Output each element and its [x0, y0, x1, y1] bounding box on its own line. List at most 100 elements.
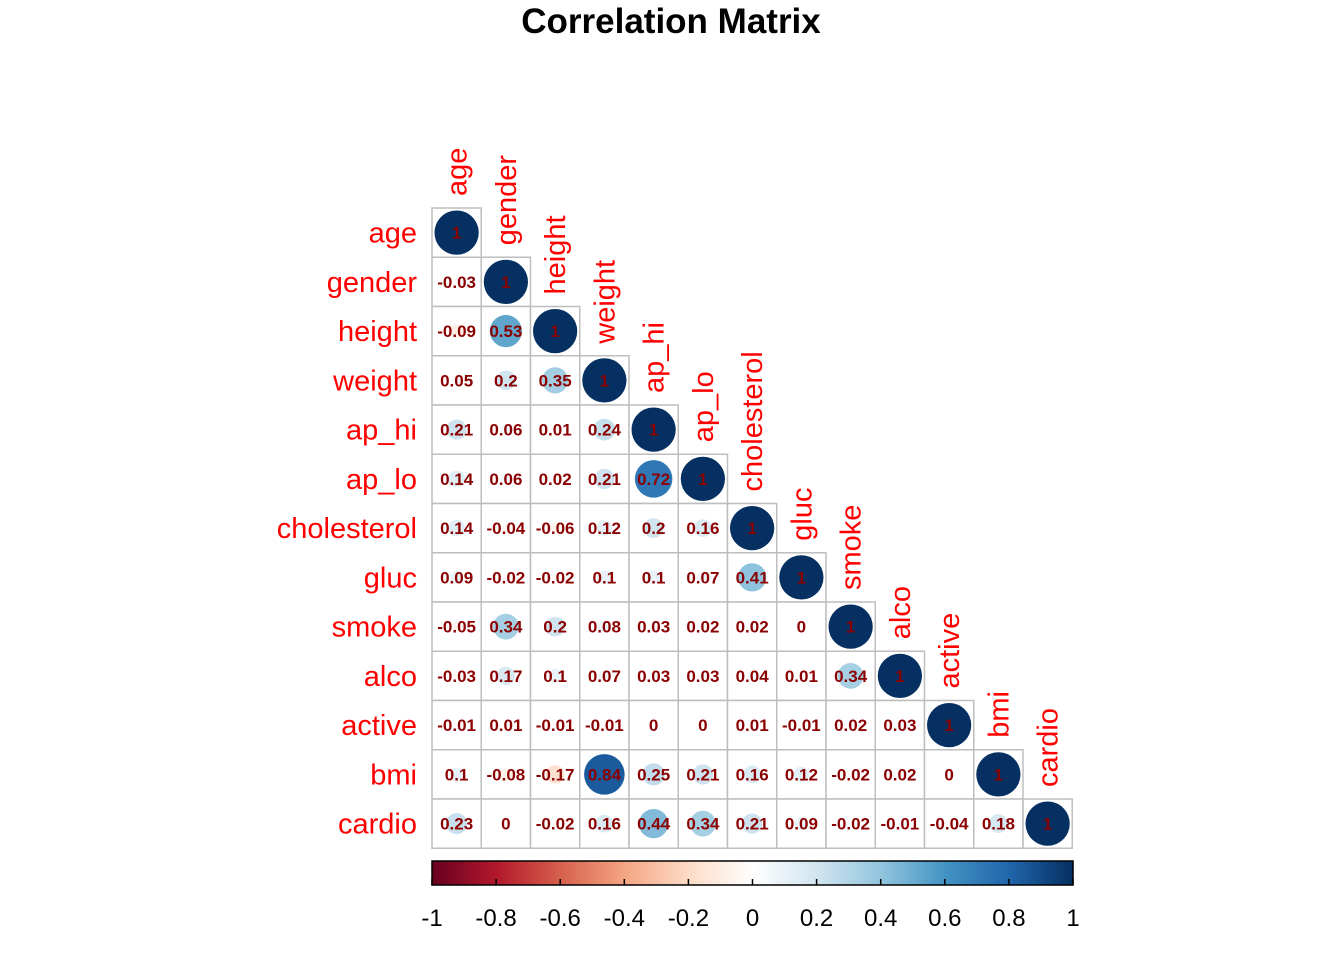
- correlation-value-label: 0.1: [642, 568, 666, 587]
- correlation-value-label: -0.08: [487, 765, 526, 784]
- correlation-circle: [496, 666, 515, 685]
- row-label: active: [341, 710, 417, 742]
- matrix-cell: [726, 650, 778, 702]
- correlation-circle: [448, 519, 465, 537]
- correlation-circle: [730, 506, 775, 551]
- correlation-value-label: 0.09: [785, 815, 818, 834]
- correlation-value-label: 0.03: [883, 716, 916, 735]
- correlation-value-label: 0.2: [494, 371, 518, 390]
- chart-title: Correlation Matrix: [521, 2, 821, 41]
- correlation-value-label: -0.03: [437, 667, 476, 686]
- matrix-cell: [776, 798, 827, 849]
- colorbar-tick-label: 0.8: [992, 905, 1025, 932]
- correlation-circle: [944, 819, 954, 829]
- correlation-circle: [799, 673, 804, 679]
- column-labels: age gender height weight ap_hi ap_lo cholester…: [442, 148, 1065, 787]
- correlation-value-label: 0: [944, 765, 953, 784]
- correlation-circle: [799, 722, 804, 728]
- correlation-value-label: 0: [649, 716, 658, 735]
- correlation-circle: [448, 470, 465, 488]
- correlation-circle: [897, 821, 903, 826]
- correlation-circle: [449, 767, 464, 782]
- correlation-value-label: 0.44: [637, 815, 671, 834]
- matrix-cells: 1-0.03 1-0.09 0.53 10.05 0.2 0.35 10.21 0.06 0.0…: [431, 207, 1073, 849]
- correlation-circle: [1025, 801, 1070, 846]
- correlation-value-label: 0.25: [637, 765, 670, 784]
- correlation-value-label: 0.12: [785, 765, 818, 784]
- colorbar-tick-label: 1: [1066, 905, 1079, 932]
- correlation-value-label: 0.16: [588, 815, 621, 834]
- correlation-value-label: 0.08: [588, 618, 621, 637]
- column-label: ap_hi: [639, 322, 671, 393]
- correlation-value-label: -0.02: [487, 568, 526, 587]
- row-label: weight: [332, 365, 417, 397]
- correlation-circle: [737, 563, 767, 592]
- correlation-value-label: 1: [501, 273, 510, 292]
- correlation-value-label: 0: [797, 618, 806, 637]
- correlation-circle: [793, 766, 810, 783]
- correlation-value-label: 1: [452, 224, 461, 243]
- correlation-value-label: -0.05: [437, 618, 476, 637]
- correlation-value-label: -0.01: [585, 716, 624, 735]
- correlation-value-label: 0.21: [736, 815, 769, 834]
- colorbar-tick-label: -0.8: [475, 905, 516, 932]
- correlation-value-label: 0.01: [785, 667, 818, 686]
- correlation-value-label: 1: [550, 322, 559, 341]
- correlation-circle: [483, 259, 528, 304]
- correlation-circle: [598, 620, 611, 633]
- correlation-value-label: 0.24: [588, 421, 622, 440]
- correlation-value-label: -0.01: [536, 716, 575, 735]
- correlation-value-label: -0.02: [536, 815, 575, 834]
- correlation-circle: [552, 722, 558, 728]
- correlation-value-label: 0.02: [539, 470, 572, 489]
- correlation-circle: [500, 424, 512, 436]
- correlation-value-label: 1: [600, 371, 609, 390]
- row-labels: age gender height weight ap_hi ap_lo cholester…: [277, 218, 418, 841]
- correlation-value-label: 0.21: [440, 421, 473, 440]
- correlation-value-label: 0.14: [440, 470, 474, 489]
- color-legend: -1 -0.8 -0.6 -0.4 -0.2 0 0.2 0.4 0.6 0.8 1: [421, 860, 1080, 932]
- correlation-circle: [896, 771, 904, 778]
- column-label: gluc: [786, 488, 818, 541]
- correlation-value-label: 0.07: [588, 667, 621, 686]
- correlation-value-label: 0.23: [440, 815, 473, 834]
- correlation-circle: [500, 473, 512, 485]
- correlation-circle: [649, 672, 658, 680]
- correlation-circle: [593, 418, 616, 441]
- correlation-value-label: 1: [944, 716, 953, 735]
- correlation-circle: [434, 210, 479, 255]
- correlation-value-label: 0.2: [543, 618, 567, 637]
- correlation-circle: [927, 703, 972, 748]
- correlation-value-label: 0.84: [588, 765, 622, 784]
- correlation-value-label: 0.14: [440, 519, 474, 538]
- correlation-value-label: 0.02: [686, 618, 719, 637]
- correlation-circle: [877, 653, 922, 698]
- column-label: age: [442, 148, 474, 196]
- correlation-value-label: 1: [994, 765, 1003, 784]
- column-label: weight: [589, 260, 621, 345]
- correlation-circle: [584, 754, 625, 795]
- correlation-circle: [749, 722, 755, 728]
- correlation-circle: [847, 771, 854, 778]
- correlation-circle: [847, 820, 854, 827]
- row-label: ap_lo: [346, 464, 417, 496]
- correlation-circle: [596, 520, 613, 536]
- correlation-circle: [680, 456, 725, 501]
- row-label: ap_hi: [346, 415, 417, 447]
- colorbar-tick-label: 0: [746, 905, 759, 932]
- column-label: smoke: [836, 505, 868, 590]
- correlation-circle: [452, 278, 461, 286]
- matrix-cell: [677, 699, 729, 751]
- matrix-cell: [923, 749, 975, 800]
- correlation-circle: [451, 375, 462, 386]
- correlation-value-label: -0.06: [536, 519, 575, 538]
- correlation-circle: [451, 621, 462, 632]
- column-label: cholesterol: [737, 351, 769, 491]
- correlation-circle: [699, 623, 707, 630]
- correlation-circle: [741, 813, 763, 834]
- correlation-value-label: 0.17: [489, 667, 522, 686]
- correlation-value-label: 0.01: [489, 716, 522, 735]
- correlation-value-label: 0.01: [736, 716, 769, 735]
- correlation-value-label: -0.04: [930, 815, 969, 834]
